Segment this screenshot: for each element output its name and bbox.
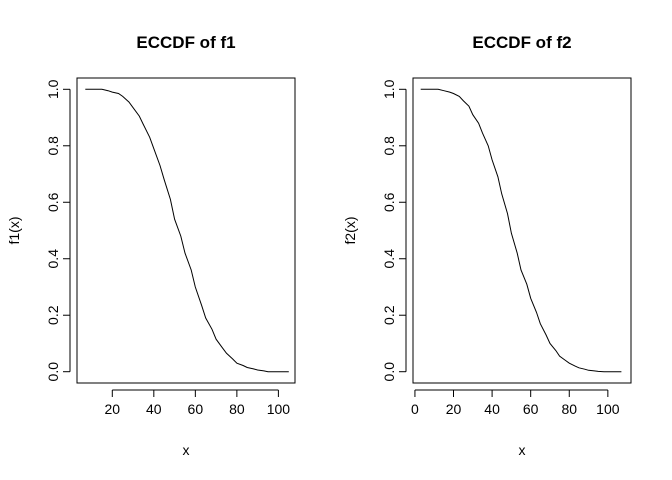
- chart-title: ECCDF of f2: [472, 33, 571, 52]
- eccdf-line: [85, 88, 289, 373]
- chart-panel-1: ECCDF of f1 20 40 60 80 100 0.0 0.2 0.4 0.6 0.8 1.0…: [6, 33, 296, 458]
- x-tick-label: 100: [267, 401, 291, 417]
- y-tick-label: 1.0: [381, 79, 397, 99]
- x-tick-label: 40: [146, 401, 162, 417]
- chart-panel-2: ECCDF of f2 0 20 40 60 80 100 0.0 0.2 0.4 0.6 0.8 1.…: [342, 33, 632, 458]
- x-tick-label: 20: [105, 401, 121, 417]
- x-tick-label: 40: [484, 401, 500, 417]
- y-tick-label: 0.8: [45, 136, 61, 156]
- x-tick-label: 100: [596, 401, 620, 417]
- eccdf-line: [420, 88, 622, 373]
- x-tick-label: 0: [411, 401, 419, 417]
- x-tick-label: 60: [188, 401, 204, 417]
- y-tick-label: 0.0: [45, 362, 61, 382]
- plot-frame: [412, 77, 632, 384]
- y-tick-label: 0.6: [381, 192, 397, 212]
- chart-title: ECCDF of f1: [136, 33, 235, 52]
- y-tick-label: 0.8: [381, 136, 397, 156]
- y-tick-label: 0.0: [381, 362, 397, 382]
- y-tick-label: 0.4: [45, 249, 61, 269]
- y-axis-label: f2(x): [342, 217, 358, 245]
- y-tick-label: 0.2: [381, 305, 397, 325]
- x-axis-label: x: [183, 442, 190, 458]
- x-tick-label: 60: [523, 401, 539, 417]
- x-tick-label: 80: [561, 401, 577, 417]
- y-tick-label: 0.6: [45, 192, 61, 212]
- x-tick-label: 80: [229, 401, 245, 417]
- y-tick-label: 0.4: [381, 249, 397, 269]
- plot-frame: [76, 77, 296, 384]
- x-tick-label: 20: [446, 401, 462, 417]
- y-axis-label: f1(x): [6, 217, 22, 245]
- y-tick-label: 1.0: [45, 79, 61, 99]
- x-axis-label: x: [519, 442, 526, 458]
- y-tick-label: 0.2: [45, 305, 61, 325]
